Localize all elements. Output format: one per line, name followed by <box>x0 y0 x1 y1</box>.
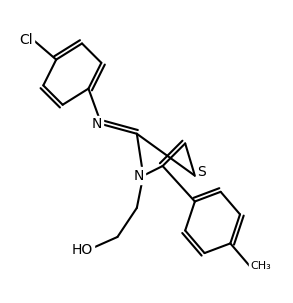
Text: S: S <box>197 165 206 179</box>
Text: Cl: Cl <box>19 33 33 47</box>
Text: CH₃: CH₃ <box>251 261 271 271</box>
Text: N: N <box>91 117 102 131</box>
Text: N: N <box>133 169 144 183</box>
Text: HO: HO <box>71 243 93 257</box>
